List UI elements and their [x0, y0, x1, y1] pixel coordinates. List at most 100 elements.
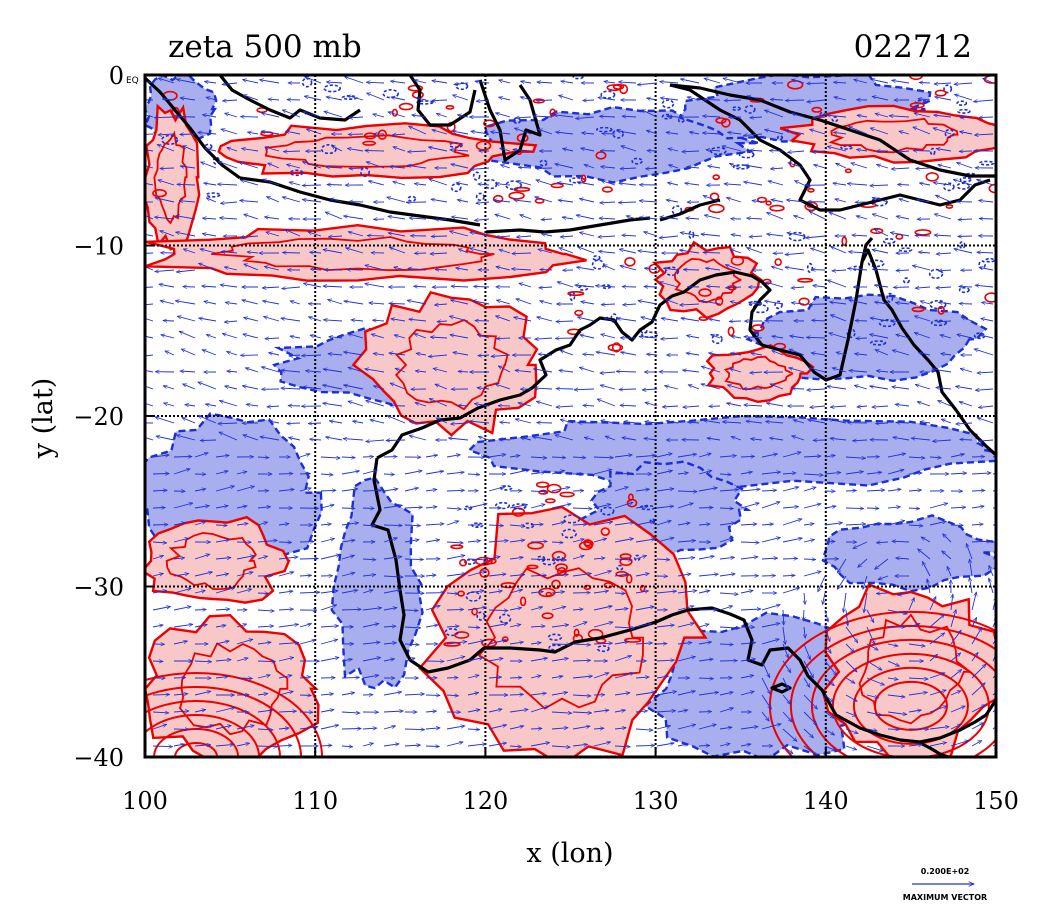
wind-vector [979, 219, 994, 220]
wind-vector [165, 350, 175, 356]
wind-vector [263, 179, 280, 186]
wind-vector [299, 640, 316, 645]
wind-vector [446, 695, 459, 696]
wind-vector [177, 79, 196, 84]
small-scale-contour [541, 558, 556, 566]
wind-vector [619, 389, 637, 390]
positive-vorticity-region [145, 515, 291, 604]
wind-vector [416, 98, 427, 100]
wind-vector [215, 588, 235, 594]
wind-vector [366, 440, 385, 442]
wind-vector [320, 524, 331, 525]
small-scale-contour [475, 556, 493, 566]
wind-vector [446, 472, 464, 474]
small-scale-contour [698, 316, 709, 322]
wind-vector [719, 644, 733, 645]
coastline-new-guinea [669, 83, 991, 212]
small-scale-contour [774, 258, 783, 266]
wind-vector [320, 539, 335, 543]
wind-vector [310, 439, 322, 440]
y-tick-label: −20 [73, 403, 124, 431]
small-scale-contour [844, 168, 852, 174]
wind-vector [289, 355, 301, 356]
wind-vector [467, 641, 484, 645]
small-scale-contour [569, 291, 576, 302]
wind-vector [409, 218, 427, 219]
wind-vector [176, 270, 196, 272]
wind-vector [152, 542, 167, 543]
wind-vector [244, 317, 259, 322]
small-scale-contours-layer [152, 75, 996, 653]
wind-vector [236, 472, 247, 475]
wind-vector [287, 423, 301, 424]
wind-vector [145, 318, 154, 322]
wind-vector [425, 625, 438, 627]
wind-vector [244, 214, 259, 220]
wind-vector [476, 100, 490, 101]
wind-vector [362, 525, 376, 526]
small-scale-contour [377, 129, 388, 140]
wind-vector [183, 384, 196, 390]
coastline-australia [376, 248, 996, 460]
small-scale-contour [505, 180, 522, 191]
wind-vector [299, 488, 311, 492]
wind-vector [388, 112, 406, 118]
small-scale-contour [807, 187, 815, 193]
wind-vector [320, 745, 332, 746]
wind-vector [194, 745, 211, 746]
coastline-kangaroo-island [770, 682, 792, 694]
wind-vector [204, 82, 217, 84]
wind-vector [383, 626, 396, 627]
y-tick-label: −40 [73, 744, 124, 772]
wind-vector [176, 232, 196, 237]
wind-vector [436, 417, 448, 424]
wind-vector [222, 83, 238, 85]
small-scale-contour [661, 99, 675, 109]
wind-vector [404, 729, 425, 730]
wind-vector [450, 231, 469, 237]
positive-vorticity-region [351, 291, 539, 437]
small-scale-contour [444, 627, 459, 637]
wind-vector [215, 574, 229, 576]
small-scale-contour [611, 342, 622, 353]
wind-vector [236, 639, 253, 645]
wind-vector [215, 609, 230, 610]
small-scale-contour [929, 147, 936, 156]
wind-vector [155, 417, 175, 424]
wind-vector [362, 470, 377, 475]
wind-vector [221, 129, 238, 135]
wind-vector [323, 286, 343, 287]
wind-vector [395, 368, 406, 373]
small-scale-contour [547, 633, 563, 641]
wind-vector [299, 592, 320, 593]
wind-vector [215, 641, 229, 645]
wind-vector [330, 199, 343, 203]
wind-vector [219, 431, 238, 441]
small-scale-contour [578, 541, 593, 551]
small-scale-contour [463, 505, 473, 511]
wind-vector [341, 523, 359, 526]
wind-vector [278, 745, 292, 746]
wind-vector [220, 218, 238, 219]
wind-vector [320, 555, 340, 560]
small-scale-contour [544, 498, 556, 504]
wind-vector [236, 743, 250, 747]
wind-vector [373, 320, 385, 321]
wind-vector [408, 268, 427, 270]
wind-vector [341, 540, 355, 542]
wind-vector [202, 286, 217, 287]
wind-vector [236, 589, 252, 594]
wind-vector [194, 591, 205, 594]
wind-vector [257, 593, 269, 594]
wind-vector [467, 607, 486, 611]
wind-vector [391, 319, 406, 322]
small-scale-contour [776, 135, 784, 141]
small-scale-contour [545, 591, 553, 597]
small-scale-contour [596, 645, 610, 653]
wind-vector [368, 181, 385, 186]
wind-vector [383, 643, 396, 644]
wind-vector [388, 216, 406, 220]
wind-vector [349, 117, 364, 118]
wind-vector [530, 541, 547, 542]
wind-vector [425, 711, 437, 712]
